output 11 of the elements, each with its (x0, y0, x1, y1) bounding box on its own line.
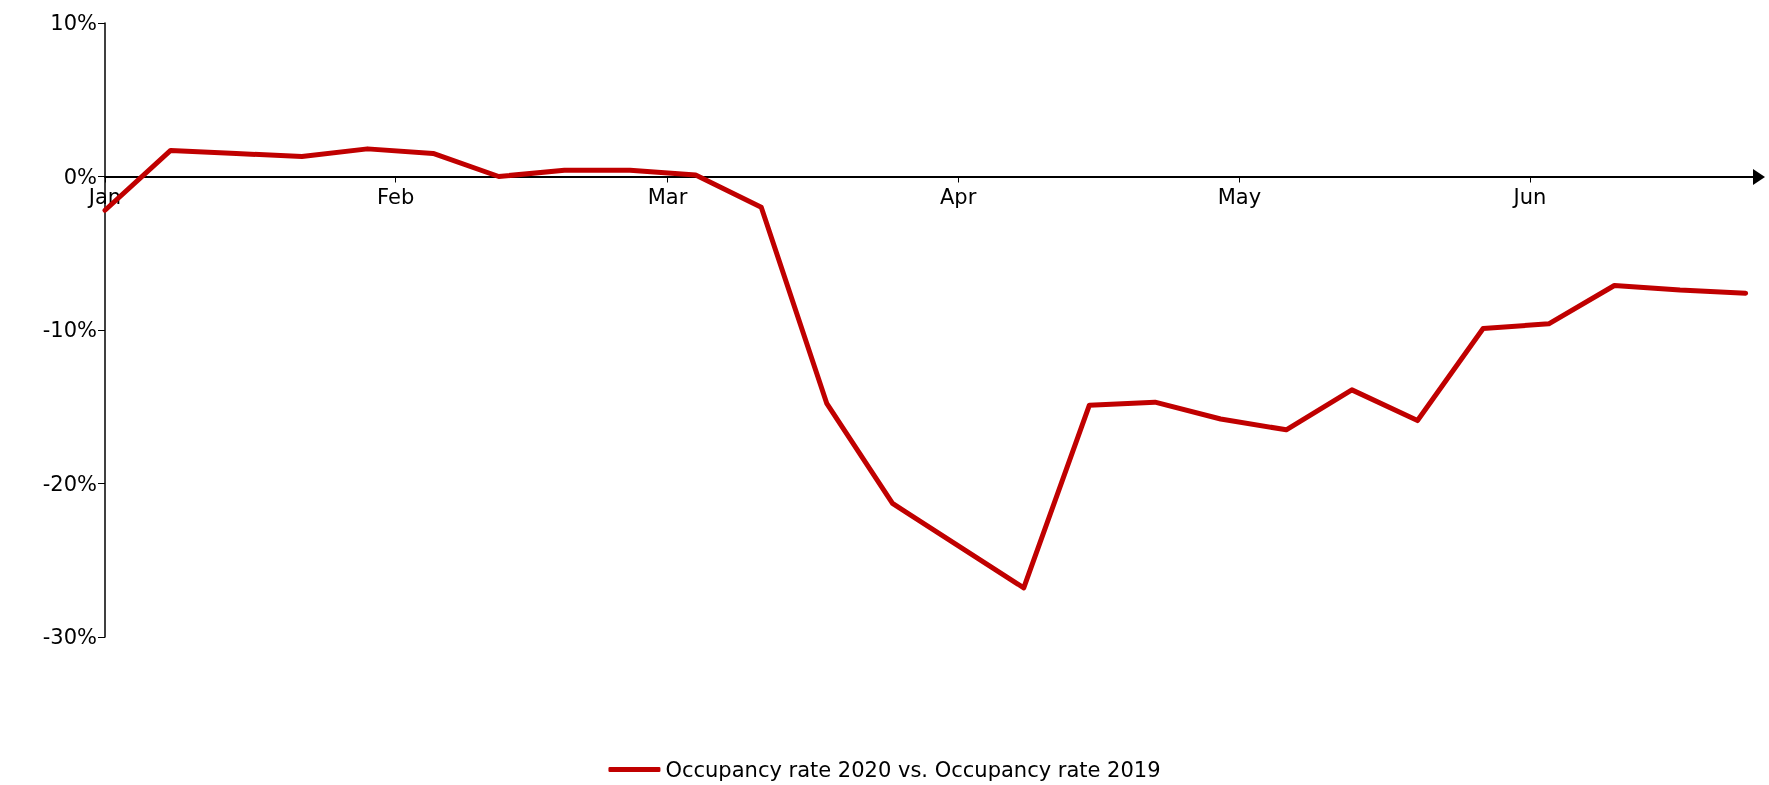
x-tick-label: Mar (647, 185, 688, 209)
legend-label: Occupancy rate 2020 vs. Occupancy rate 2019 (665, 757, 1161, 782)
y-tick-label: 0% (63, 164, 97, 189)
y-tick-label: -20% (42, 471, 97, 496)
y-tick-label: -10% (42, 318, 97, 342)
y-tick-label: 10% (50, 11, 97, 35)
x-tick-label: May (1217, 185, 1262, 209)
y-tick-label: -30% (42, 625, 97, 649)
x-tick-label: Apr (939, 185, 977, 209)
x-tick-label: Feb (377, 185, 415, 209)
x-tick-label: Jun (1511, 185, 1547, 209)
